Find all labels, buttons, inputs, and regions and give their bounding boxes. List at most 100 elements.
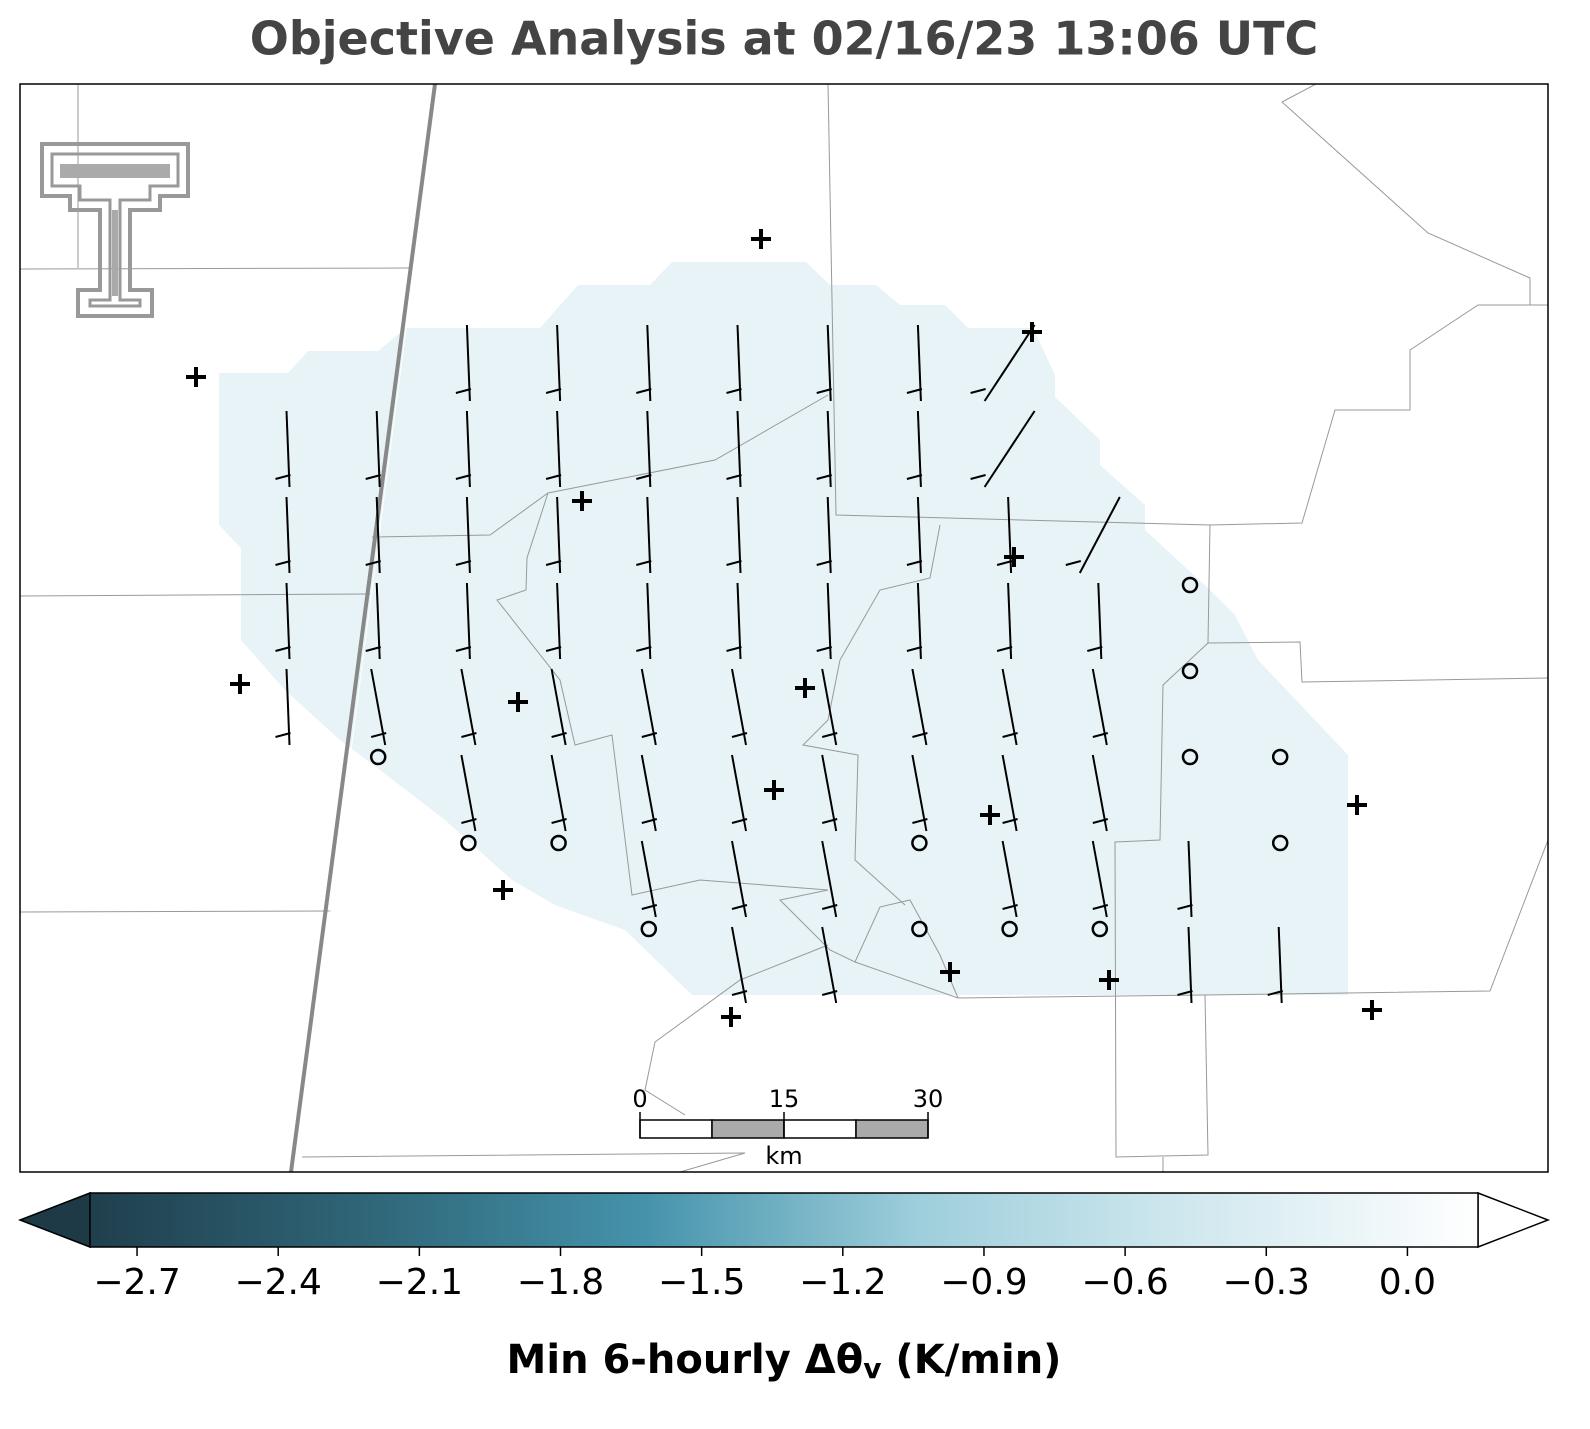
station	[980, 805, 1000, 825]
barb-staff	[821, 926, 838, 1004]
barb-flag	[821, 818, 838, 824]
barb-flag	[816, 474, 832, 480]
barb-staff	[556, 582, 562, 660]
barb-flag	[455, 474, 472, 480]
barb-staff	[1001, 754, 1018, 832]
calm-circle	[1181, 748, 1199, 766]
barb-flag	[545, 646, 562, 652]
barb-staff	[550, 754, 567, 832]
station	[1347, 795, 1367, 815]
barb-staff	[465, 324, 471, 402]
calm-circle	[1001, 920, 1018, 938]
station	[940, 962, 960, 982]
barb-flag	[970, 474, 986, 480]
barb-staff	[911, 668, 928, 746]
barb-flag	[726, 388, 742, 394]
barb-staff	[375, 582, 381, 660]
barb-flag	[551, 732, 567, 738]
barb-flag	[370, 732, 387, 738]
colorbar-tick-label: −1.8	[517, 1262, 604, 1303]
barb-staff	[465, 410, 471, 488]
barb-flag	[275, 646, 291, 652]
barb-staff	[550, 668, 567, 746]
station	[1004, 547, 1024, 567]
station	[493, 880, 513, 900]
station	[751, 229, 771, 249]
barb-flag	[821, 732, 838, 738]
barb-staff	[736, 410, 742, 488]
barb-staff	[983, 410, 1036, 488]
barb-staff	[1078, 496, 1121, 574]
county-lines	[20, 84, 1548, 1172]
barb-staff	[826, 582, 832, 660]
station	[186, 367, 206, 387]
barb-flag	[641, 904, 658, 910]
barb-staff	[1097, 582, 1103, 660]
analysis-field	[219, 262, 1348, 995]
barb-flag	[461, 732, 477, 738]
barb-flag	[365, 646, 381, 652]
scale-segment	[639, 1119, 713, 1139]
scale-tick-label: 15	[769, 1085, 800, 1113]
barb-flag	[1002, 732, 1018, 738]
barb-flag	[275, 474, 291, 480]
barb-flag	[275, 732, 291, 738]
barb-staff	[1001, 668, 1018, 746]
barb-staff	[731, 926, 747, 1004]
colorbar-tick-label: −0.9	[940, 1262, 1027, 1303]
scale-segment	[855, 1119, 929, 1139]
barb-staff	[736, 582, 742, 660]
barb-flag	[455, 388, 472, 394]
barb-staff	[640, 668, 657, 746]
map-frame	[19, 83, 1549, 1173]
barb-flag	[906, 474, 923, 480]
barb-flag	[912, 818, 928, 824]
barb-staff	[821, 754, 838, 832]
barb-flag	[906, 646, 923, 652]
barb-staff	[375, 410, 381, 488]
barb-flag	[455, 560, 472, 566]
barb-staff	[285, 668, 291, 746]
barb-staff	[731, 754, 747, 832]
barb-flag	[545, 560, 562, 566]
barb-staff	[826, 496, 832, 574]
barb-flag	[545, 388, 562, 394]
barb-flag	[726, 474, 742, 480]
colorbar-label: Min 6-hourly Δθv (K/min)	[507, 1337, 1062, 1385]
barb-staff	[1001, 840, 1018, 918]
station	[1099, 970, 1119, 990]
barb-flag	[1092, 818, 1109, 824]
barb-staff	[736, 324, 742, 402]
colorbar-tick-label: −2.4	[234, 1262, 321, 1303]
colorbar-tick-label: −1.5	[658, 1262, 745, 1303]
barb-staff	[1277, 926, 1283, 1004]
barb-staff	[911, 754, 928, 832]
colorbar-tick-label: −1.2	[799, 1262, 886, 1303]
colorbar-tick-label: −0.6	[1081, 1262, 1168, 1303]
wind-barbs	[275, 324, 1289, 1004]
station	[572, 491, 592, 511]
barb-flag	[641, 818, 658, 824]
barb-flag	[1177, 990, 1193, 996]
barb-flag	[1092, 732, 1109, 738]
station	[795, 678, 815, 698]
barb-staff	[916, 496, 922, 574]
colorbar-gradient	[89, 1192, 1479, 1248]
calm-circle	[1181, 662, 1199, 680]
station	[764, 780, 784, 800]
barb-flag	[906, 560, 923, 566]
barb-flag	[816, 388, 832, 394]
barb-staff	[1187, 840, 1193, 918]
barb-flag	[1002, 818, 1018, 824]
barb-staff	[465, 582, 471, 660]
barb-flag	[545, 474, 562, 480]
barb-staff	[826, 324, 832, 402]
barb-flag	[275, 560, 291, 566]
calm-circle	[1271, 834, 1289, 852]
barb-flag	[731, 990, 748, 996]
barb-flag	[816, 560, 832, 566]
barb-staff	[916, 324, 922, 402]
colorbar-tick-label: −0.3	[1223, 1262, 1310, 1303]
station	[230, 674, 250, 694]
